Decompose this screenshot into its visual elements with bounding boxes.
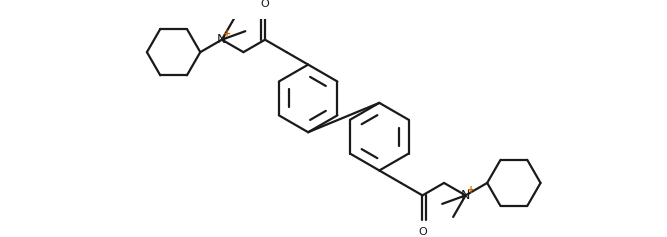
Text: O: O (418, 227, 427, 237)
Text: +: + (467, 185, 475, 195)
Text: +: + (223, 29, 231, 39)
Text: N: N (217, 33, 227, 46)
Text: O: O (261, 0, 269, 9)
Text: N: N (461, 189, 470, 202)
